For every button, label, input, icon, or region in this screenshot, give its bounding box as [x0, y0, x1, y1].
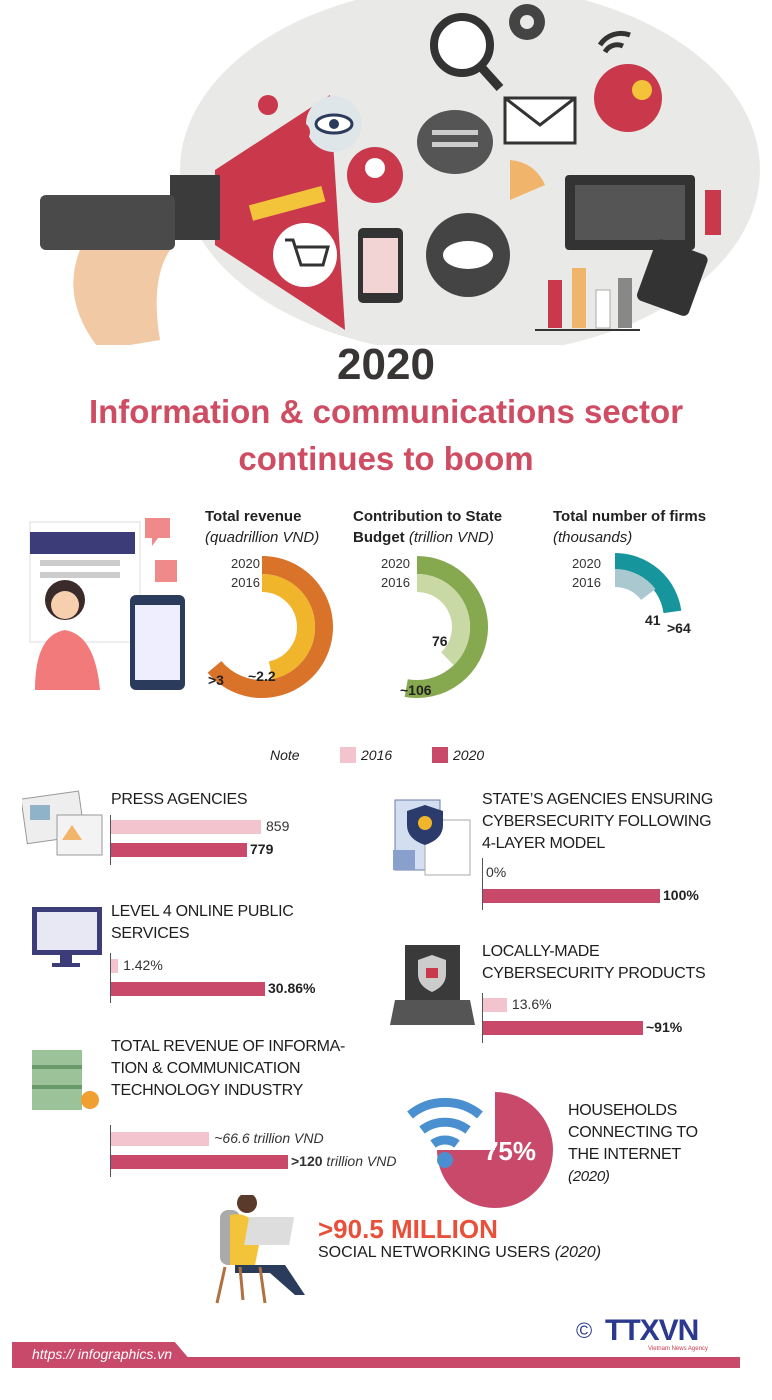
online-services-heading: LEVEL 4 ONLINE PUBLIC SERVICES — [111, 903, 294, 942]
title-line-1: Information & communications sector — [88, 393, 684, 430]
chart-title-firms: Total number of firms (thousands) — [553, 508, 707, 546]
press-heading: PRESS AGENCIES — [111, 791, 248, 808]
axis-line — [482, 858, 483, 910]
axis-line — [110, 1125, 111, 1177]
online-2016-value: 1.42% — [123, 957, 163, 973]
legend-label-2016: 2016 — [361, 747, 393, 763]
local-2016-value: 13.6% — [511, 996, 552, 1012]
ict-revenue-heading: TOTAL REVENUE OF INFORMA- TION & COMMUNIC… — [111, 1038, 346, 1099]
pie-slice-households — [437, 1092, 553, 1208]
ict-2020-value: >120 trillion VND — [291, 1153, 397, 1169]
laptop-lock-icon — [390, 945, 475, 1025]
year-label-2016: 2016 — [381, 575, 410, 590]
share-icon — [258, 95, 310, 170]
revenue-2020-value: >3 — [208, 672, 224, 688]
chat-icon — [145, 518, 170, 546]
arc-budget-2016 — [416, 574, 470, 666]
social-users-label: SOCIAL NETWORKING USERS (2020) — [318, 1244, 602, 1261]
axis-line — [482, 993, 483, 1043]
mail-icon — [503, 96, 577, 145]
firms-2016-value: 41 — [645, 612, 661, 628]
budget-2016-value: 76 — [432, 633, 448, 649]
presenter-illustration — [29, 518, 185, 690]
pencil-icon — [248, 185, 326, 221]
copyright-symbol: © — [576, 1318, 593, 1343]
ttxvn-logo: TTXVN — [605, 1314, 699, 1347]
title-line-2: continues to boom — [238, 440, 534, 477]
gear-icon — [509, 4, 545, 40]
footer-bar — [12, 1357, 740, 1368]
cyber-2020-value: 100% — [663, 887, 699, 903]
cybersecurity-document-icon — [393, 799, 471, 876]
year-label-2020: 2020 — [381, 556, 410, 571]
eye-icon — [306, 96, 362, 152]
wifi-icon — [407, 1098, 483, 1168]
magnifier-globe-icon — [430, 13, 504, 92]
bar-ict-2016 — [111, 1132, 210, 1146]
year-label-2020: 2020 — [231, 556, 260, 571]
title-year: 2020 — [337, 340, 435, 389]
axis-line — [110, 953, 111, 1003]
bar-online-2020 — [111, 982, 265, 996]
year-label-2016: 2016 — [572, 575, 601, 590]
footer-url[interactable]: https:// infographics.vn — [32, 1346, 173, 1362]
households-pie: 75% — [407, 1092, 553, 1208]
bar-local-2020 — [483, 1021, 643, 1035]
arc-revenue-2020 — [207, 556, 333, 698]
firms-2020-value: >64 — [667, 620, 691, 636]
arc-budget-2020 — [404, 556, 488, 698]
online-2020-value: 30.86% — [268, 980, 316, 996]
households-percent: 75% — [484, 1136, 536, 1166]
bar-online-2016 — [111, 959, 119, 973]
footer-tab — [12, 1342, 197, 1368]
bar-ict-2020 — [111, 1155, 288, 1169]
chat-bubble-icon — [417, 110, 493, 174]
wifi-icon — [597, 30, 631, 54]
bar-press-2016 — [111, 820, 261, 834]
cyber-2016-value: 0% — [486, 864, 507, 880]
households-heading: HOUSEHOLDS CONNECTING TO THE INTERNET (2020… — [568, 1102, 698, 1185]
laptop-user-illustration — [215, 1195, 305, 1304]
year-label-2020: 2020 — [572, 556, 601, 571]
logo-subtitle: Vietnam News Agency — [648, 1346, 708, 1352]
arc-revenue-2016 — [261, 574, 315, 679]
legend-note: Note — [270, 747, 300, 763]
bar-chart-icon — [535, 268, 640, 331]
bar-press-2020 — [111, 843, 248, 857]
donut-charts — [207, 553, 682, 698]
monitor-icon — [32, 907, 102, 967]
newspaper-icon — [22, 790, 103, 856]
press-2016-value: 859 — [266, 818, 290, 834]
year-label-2016: 2016 — [231, 575, 260, 590]
local-2020-value: ~91% — [646, 1019, 683, 1035]
arc-firms-2016 — [614, 569, 656, 601]
press-2020-value: 779 — [250, 841, 274, 857]
header-illustration — [40, 0, 760, 345]
alert-icon — [155, 560, 177, 582]
arc-firms-2020 — [614, 553, 682, 614]
shopping-cart-icon — [273, 223, 337, 287]
axis-line — [110, 815, 111, 865]
pencil-icon-right — [705, 190, 721, 235]
budget-2020-value: ~106 — [400, 682, 432, 698]
laptop-icon — [565, 175, 695, 250]
legend-swatch-2020 — [432, 747, 448, 763]
bar-local-2016 — [483, 998, 507, 1012]
legend-swatch-2016 — [340, 747, 356, 763]
social-users-value: >90.5 MILLION — [318, 1214, 498, 1244]
cloud-icon — [426, 213, 510, 297]
local-products-heading: LOCALLY-MADE CYBERSECURITY PRODUCTS — [482, 943, 706, 982]
legend-label-2020: 2020 — [453, 747, 485, 763]
chart-title-revenue: Total revenue (quadrillion VND) — [205, 508, 320, 546]
chart-title-budget: Contribution to State Budget (trillion VN… — [353, 508, 503, 546]
bar-cyber-2020 — [483, 889, 660, 903]
cybersecurity-agencies-heading: STATE’S AGENCIES ENSURING CYBERSECURITY F… — [482, 791, 714, 852]
revenue-2016-value: ~2.2 — [248, 668, 276, 684]
money-stack-icon — [32, 1050, 99, 1110]
tablet-icon — [637, 239, 708, 316]
lightbulb-icon — [594, 64, 662, 132]
ict-2016-value: ~66.6 trillion VND — [214, 1130, 324, 1146]
pie-chart-icon — [510, 160, 545, 200]
